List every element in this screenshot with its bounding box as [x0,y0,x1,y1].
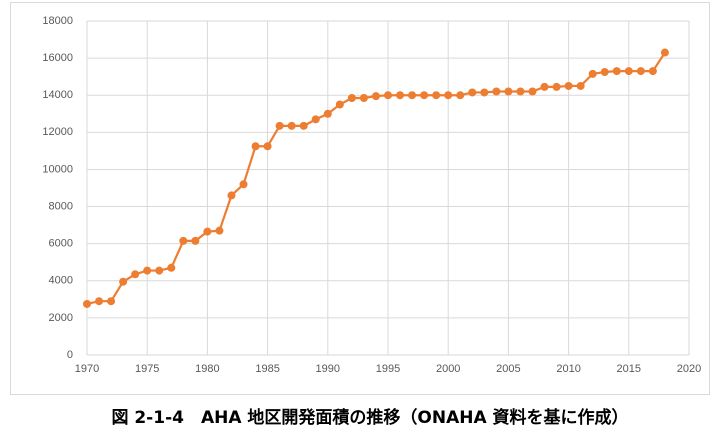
data-point [552,82,561,91]
data-point [203,227,212,236]
data-point [167,263,176,272]
data-point [408,91,417,100]
data-point [516,87,525,96]
data-point [396,91,405,100]
data-point [576,81,585,90]
data-point [107,297,116,306]
data-point [335,100,344,109]
x-tick-label: 2000 [436,363,460,375]
x-tick-label: 1980 [195,363,219,375]
y-tick-label: 10000 [42,163,73,175]
y-tick-label: 8000 [49,200,73,212]
y-tick-label: 16000 [42,52,73,64]
data-point [263,142,272,151]
data-point [215,226,224,235]
data-point [275,121,284,130]
data-point [588,69,597,78]
data-point [143,266,152,275]
data-point [95,297,104,306]
data-point [299,121,308,130]
data-point [600,68,609,77]
data-point [155,266,164,275]
data-point [384,91,392,100]
data-point [492,87,501,96]
caption: 図 2-1-4 AHA 地区開発面積の推移（ONAHA 資料を基に作成） [111,407,628,428]
data-point [191,236,200,245]
data-point [480,88,489,97]
x-tick-label: 1975 [135,363,159,375]
data-point [131,270,140,279]
x-tick-label: 2005 [496,363,520,375]
data-point [660,48,669,57]
y-tick-label: 18000 [42,15,73,27]
data-point [648,67,657,76]
data-point [179,236,188,245]
data-point [251,142,260,151]
data-point [359,94,368,103]
x-tick-label: 1970 [75,363,99,375]
data-point [287,121,296,130]
data-point [119,277,128,286]
data-point [420,91,429,100]
data-point [624,67,633,76]
y-tick-label: 14000 [42,89,73,101]
data-point [444,91,453,100]
data-point [504,87,513,96]
x-tick-label: 1985 [255,363,279,375]
data-point [468,88,477,97]
data-point [347,94,356,103]
data-point [528,87,537,96]
data-point [432,91,441,100]
data-point [612,67,621,76]
x-tick-label: 2010 [556,363,580,375]
data-point [636,67,645,76]
data-point [540,82,549,91]
data-point [239,180,248,189]
data-point [456,91,465,100]
chart-frame [10,2,710,395]
x-tick-label: 2020 [677,363,701,375]
y-tick-label: 2000 [49,312,73,324]
y-tick-label: 0 [67,349,73,361]
data-point [83,299,91,308]
data-point [227,191,236,200]
data-point [371,92,380,101]
data-point [323,109,332,118]
data-point [311,115,320,124]
y-tick-label: 12000 [42,126,73,138]
data-point [564,81,573,90]
y-tick-label: 6000 [49,238,73,250]
y-tick-label: 4000 [49,275,73,287]
x-tick-label: 1995 [376,363,400,375]
x-tick-label: 2015 [617,363,641,375]
x-tick-label: 1990 [316,363,340,375]
